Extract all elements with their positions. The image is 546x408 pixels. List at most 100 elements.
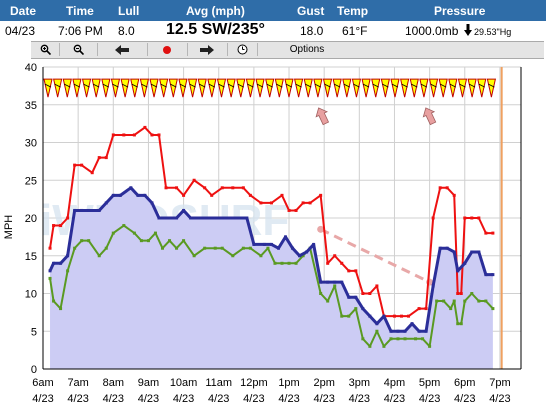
avg-data-point [340,280,344,284]
wind-direction-arrow-icon [159,78,169,98]
y-tick-label: 15 [25,251,37,263]
avg-data-point [347,295,351,299]
arrow-right-icon [200,44,214,55]
avg-data-point [463,261,467,265]
x-tick-time: 3pm [349,377,370,389]
scroll-forward-button[interactable] [187,43,228,56]
lull-data-point [248,246,252,250]
options-label: Options [289,44,325,55]
gust-data-point [122,133,126,137]
x-tick-date: 4/23 [208,393,229,405]
avg-data-point [52,261,56,265]
lull-label: Lull [118,4,140,18]
wind-direction-arrow-icon [43,78,53,98]
gust-data-point [375,284,379,288]
gust-data-point [438,186,442,190]
gust-data-point [73,163,77,167]
x-tick-time: 6am [32,377,53,389]
avg-data-point [424,329,428,333]
avg-data-point [375,322,379,326]
scroll-back-button[interactable] [97,43,148,56]
gust-data-point [294,208,298,212]
x-tick-date: 4/23 [32,393,53,405]
lull-data-point [294,261,298,265]
avg-data-point [231,216,235,220]
avg-data-point [269,242,273,246]
gust-data-point [301,201,305,205]
avg-data-point [368,314,372,318]
lull-data-point [449,307,453,311]
wind-direction-arrow-icon [371,78,381,98]
wind-direction-arrow-icon [91,78,101,98]
gust-data-point [192,178,196,182]
avg-data-point [73,208,77,212]
lull-data-point [442,299,446,303]
avg-data-point [118,193,122,197]
avg-data-point [291,246,295,250]
wind-direction-arrow-icon [226,78,236,98]
lull-data-point [66,269,70,273]
x-tick-time: 12pm [240,377,268,389]
avg-data-point [168,216,172,220]
avg-data-point [129,186,133,190]
lull-data-point [73,246,77,250]
avg-data-point [456,269,460,273]
wind-direction-arrow-icon [351,78,362,98]
lull-data-point [182,239,186,243]
avg-data-point [104,201,108,205]
options-button[interactable]: Options [257,43,357,56]
lull-data-point [213,246,217,250]
gust-data-point [104,156,108,160]
gust-data-point [361,292,365,295]
gust-data-point [220,186,224,190]
series-lines [48,67,503,369]
lull-data-point [491,307,495,311]
zoom-in-icon [40,44,51,55]
wind-direction-arrow-icon [400,78,410,98]
wind-direction-arrow-icon [342,78,352,98]
avg-data-point [66,254,70,258]
zoom-out-button[interactable] [59,43,98,56]
zoom-in-button[interactable] [31,43,60,56]
gust-data-point [452,193,456,197]
temp-label: Temp [337,4,369,18]
gust-data-point [59,224,63,228]
wind-direction-arrow-icon [438,78,448,98]
wind-direction-arrows [43,78,497,126]
pressure-label: Pressure [434,4,486,18]
direction-marker-arrow-icon [422,107,437,126]
zoom-out-icon [73,44,84,55]
lull-data-point [175,246,179,250]
gust-data-point [491,231,495,235]
avg-fill-area [50,187,493,369]
y-axis-label: MPH [3,215,15,240]
avg-data-point [326,280,330,284]
lull-data-point [301,254,305,258]
time-range-button[interactable] [227,43,258,56]
wind-direction-arrow-icon [139,78,150,98]
avg-data-point [262,242,266,246]
live-button[interactable] [147,43,188,56]
x-tick-time: 1pm [278,377,299,389]
gust-data-point [354,269,358,273]
gust-data-point [280,193,284,197]
wind-direction-arrow-icon [457,78,468,98]
time-value: 7:06 PM [58,24,103,38]
x-tick-time: 8am [103,377,124,389]
gust-data-point [417,307,421,311]
wind-direction-arrow-icon [390,78,400,98]
avg-data-point [87,208,91,212]
wind-direction-arrow-icon [236,78,246,98]
x-tick-date: 4/23 [313,393,334,405]
gust-data-point [90,171,94,175]
wind-direction-arrow-icon [448,78,458,98]
gust-data-point [248,193,252,197]
avg-data-point [431,284,435,288]
gust-data-point [182,193,186,197]
avg-data-point [470,250,474,254]
avg-data-point [136,193,140,197]
lull-data-point [132,231,136,235]
wind-direction-arrow-icon [303,78,313,98]
lull-value: 8.0 [118,24,135,38]
x-tick-date: 4/23 [489,393,510,405]
